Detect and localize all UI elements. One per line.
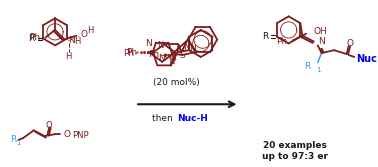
Text: N: N — [157, 41, 163, 50]
Text: N: N — [189, 45, 196, 54]
Text: R: R — [262, 32, 268, 41]
Text: Ph: Ph — [148, 50, 159, 59]
Text: N: N — [318, 37, 324, 46]
Text: Ph: Ph — [122, 49, 134, 58]
Text: Ph: Ph — [29, 33, 40, 42]
Text: R: R — [304, 62, 310, 71]
Text: N: N — [145, 39, 152, 48]
Text: Ph: Ph — [276, 37, 287, 46]
Text: H: H — [65, 52, 72, 61]
Text: up to 97:3 er: up to 97:3 er — [262, 152, 328, 161]
Text: R: R — [28, 34, 35, 43]
Text: O: O — [64, 130, 71, 139]
Text: N: N — [183, 43, 190, 52]
Text: Nuc-H: Nuc-H — [177, 114, 208, 123]
Text: then: then — [152, 114, 175, 123]
Text: H: H — [74, 37, 81, 46]
Text: O: O — [46, 121, 53, 130]
Text: N: N — [68, 36, 75, 45]
Text: OH: OH — [314, 27, 328, 36]
Text: N: N — [168, 57, 174, 66]
Text: 20 examples: 20 examples — [263, 141, 327, 150]
Text: R: R — [10, 135, 16, 144]
Text: PNP: PNP — [73, 131, 89, 140]
Text: 1: 1 — [316, 66, 320, 72]
Text: H: H — [87, 26, 93, 35]
Text: S: S — [180, 51, 185, 60]
Text: S: S — [170, 54, 177, 63]
Text: O: O — [346, 39, 353, 48]
Text: O: O — [80, 30, 87, 39]
Text: (20 mol%): (20 mol%) — [153, 77, 200, 87]
Text: Ph: Ph — [126, 48, 138, 57]
Text: 1: 1 — [16, 140, 21, 146]
Text: N: N — [158, 54, 164, 63]
Text: Nuc: Nuc — [356, 54, 377, 64]
